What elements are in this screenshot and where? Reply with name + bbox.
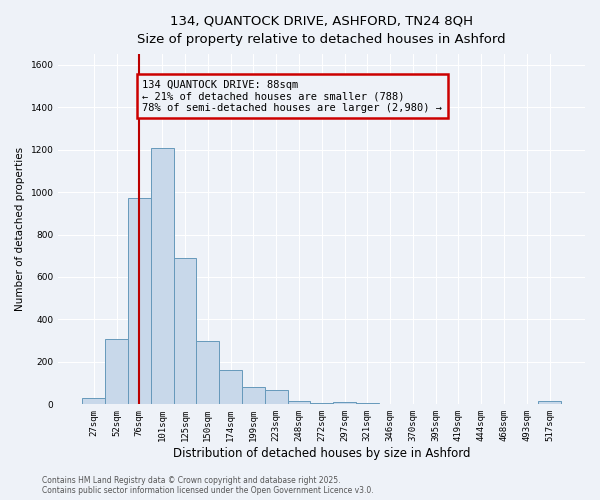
Bar	[105, 338, 128, 404]
Bar	[333, 402, 356, 404]
Bar	[538, 401, 561, 404]
Bar	[196, 340, 219, 404]
Text: Contains HM Land Registry data © Crown copyright and database right 2025.
Contai: Contains HM Land Registry data © Crown c…	[42, 476, 374, 495]
Bar	[128, 198, 151, 404]
Bar	[219, 370, 242, 404]
Y-axis label: Number of detached properties: Number of detached properties	[15, 147, 25, 312]
X-axis label: Distribution of detached houses by size in Ashford: Distribution of detached houses by size …	[173, 447, 470, 460]
Text: 134 QUANTOCK DRIVE: 88sqm
← 21% of detached houses are smaller (788)
78% of semi: 134 QUANTOCK DRIVE: 88sqm ← 21% of detac…	[142, 80, 442, 113]
Bar	[151, 148, 173, 404]
Bar	[287, 401, 310, 404]
Bar	[242, 388, 265, 404]
Bar	[82, 398, 105, 404]
Bar	[173, 258, 196, 404]
Title: 134, QUANTOCK DRIVE, ASHFORD, TN24 8QH
Size of property relative to detached hou: 134, QUANTOCK DRIVE, ASHFORD, TN24 8QH S…	[137, 15, 506, 46]
Bar	[265, 390, 287, 404]
